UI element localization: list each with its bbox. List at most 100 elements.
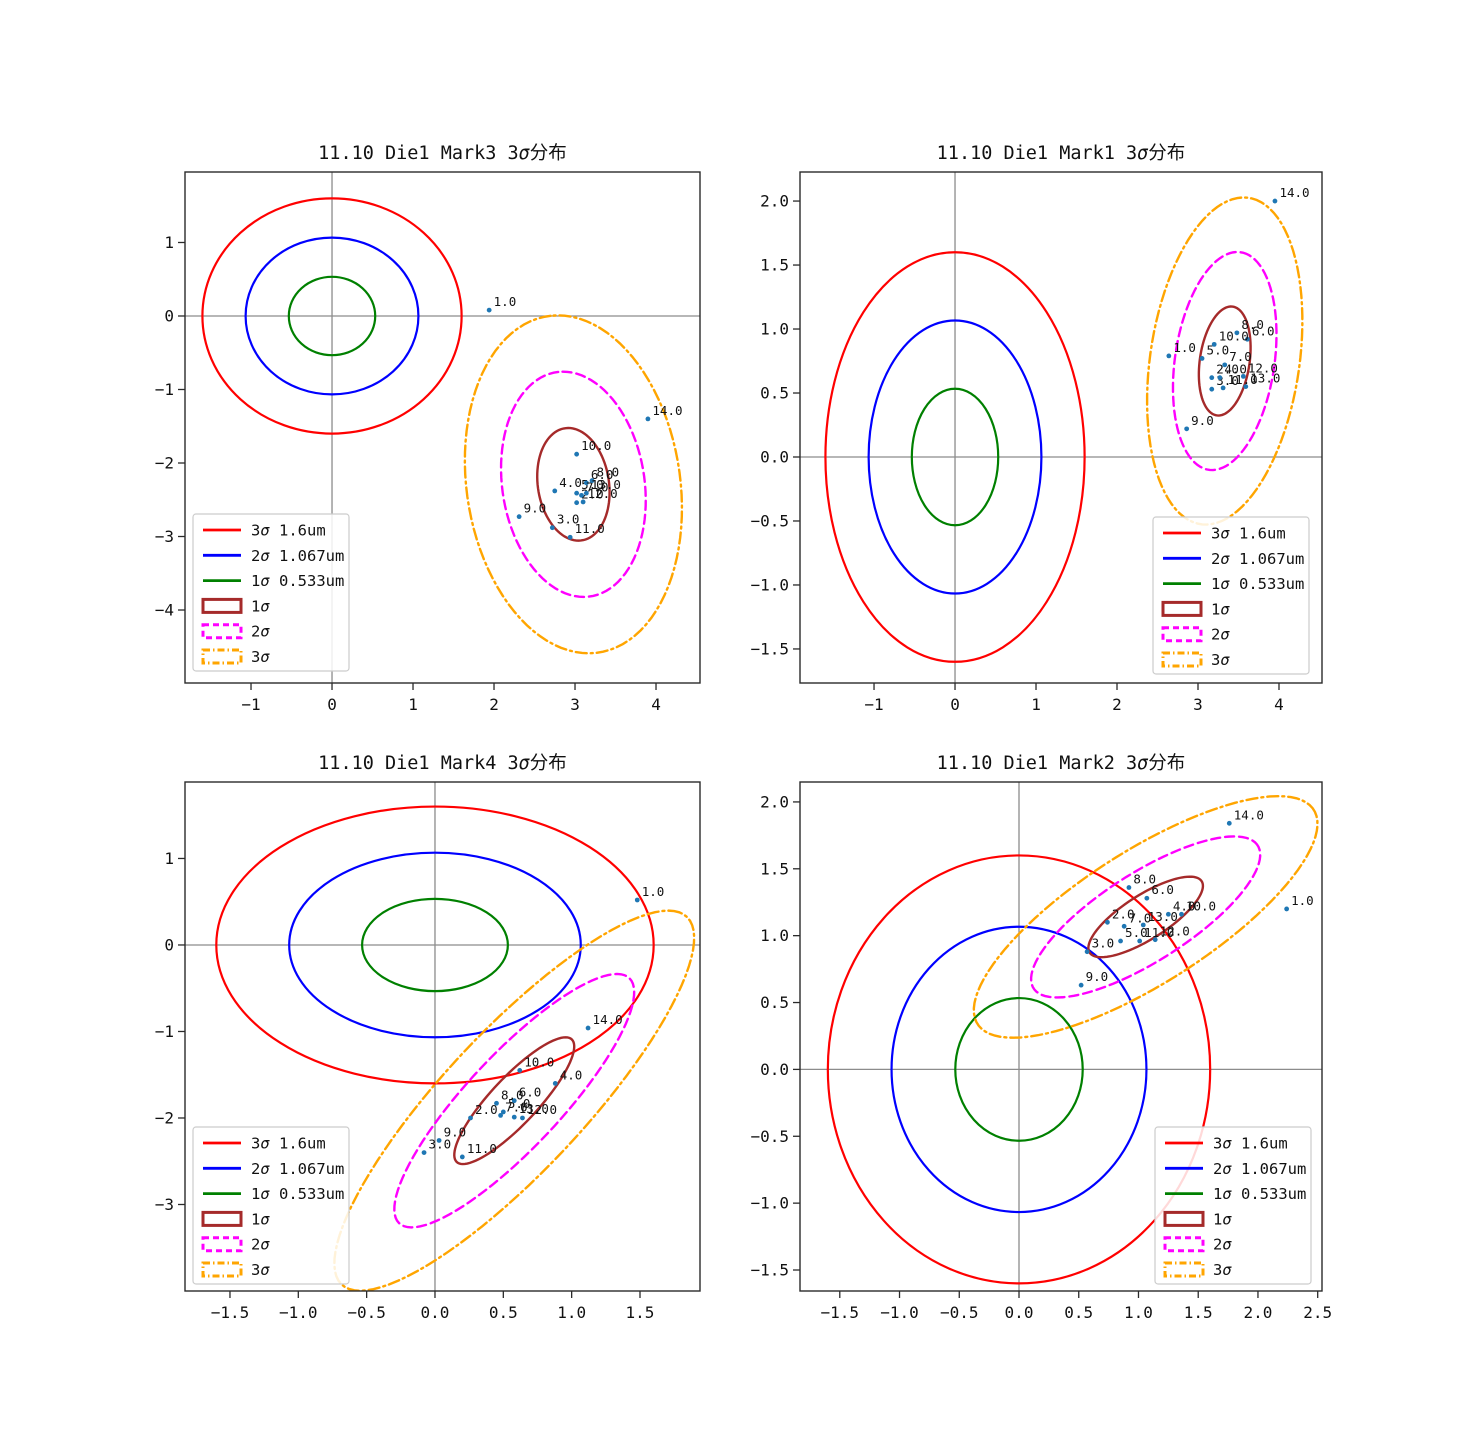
legend-patch-sample (201, 1236, 243, 1253)
legend-entry: 2σ (201, 1236, 270, 1254)
legend: 3σ 1.6um 2σ 1.067um 1σ 0.533um 1σ 2σ 3σ (1152, 516, 1310, 675)
point-label: 7.0 (1129, 910, 1152, 925)
legend-patch-sample (1161, 600, 1203, 617)
legend-entry: 3σ (1163, 1261, 1232, 1279)
axes-frame (799, 781, 1323, 1292)
point-label: 7.0 (505, 1099, 528, 1114)
y-tick-label: −3 (155, 527, 174, 546)
cluster-ellipse-1σ (453, 1036, 576, 1166)
point-label: 9.0 (1086, 969, 1109, 984)
x-tick-label: −0.5 (940, 1303, 979, 1322)
point-label: 6.0 (519, 1085, 542, 1100)
x-tick-label: 2 (1112, 695, 1122, 714)
x-tick-label: 0.0 (421, 1303, 450, 1322)
legend-label: 1σ 0.533um (251, 1185, 344, 1203)
legend-entry: 3σ 1.6um (203, 1135, 326, 1153)
data-point (1217, 375, 1223, 381)
legend-label: 2σ 1.067um (1211, 550, 1304, 568)
point-label: 2.0 (475, 1102, 498, 1117)
x-tick-label: 0.5 (1064, 1303, 1093, 1322)
data-point (1166, 353, 1172, 359)
origin-ellipse-3σ (826, 854, 1212, 1285)
data-point (494, 1100, 499, 1106)
cluster-ellipse-2σ (393, 972, 636, 1229)
plot-content: 1.02.03.04.05.06.07.08.09.010.011.012.01… (800, 782, 1322, 1291)
data-point (1184, 426, 1190, 432)
legend-label: 1σ (251, 1210, 270, 1228)
x-tick-label: −0.5 (347, 1303, 386, 1322)
data-point (459, 1154, 465, 1160)
legend-label: 2σ 1.067um (251, 1160, 344, 1178)
point-label: 10.0 (1186, 898, 1216, 913)
data-point (1105, 919, 1110, 925)
x-tick-label: 1 (408, 695, 418, 714)
data-point (516, 514, 522, 520)
data-point (498, 1112, 503, 1118)
point-label: 14.0 (593, 1012, 623, 1027)
point-label: 12.0 (1248, 360, 1278, 375)
y-tick-label: 0.0 (760, 447, 789, 466)
legend-label: 3σ (1211, 651, 1230, 669)
point-label: 1.0 (1173, 340, 1196, 355)
point-label: 4.0 (1173, 898, 1196, 913)
origin-ellipse-1σ (954, 996, 1084, 1142)
legend-entry: 1σ 0.533um (203, 1185, 344, 1203)
point-label: 1.0 (494, 294, 517, 309)
x-tick-label: 0.5 (489, 1303, 518, 1322)
legend-entry: 2σ 1.067um (203, 547, 344, 565)
legend-label: 3σ (251, 648, 270, 666)
y-tick-label: 2.0 (760, 792, 789, 811)
point-label: 10.0 (1219, 328, 1249, 343)
data-point (574, 500, 580, 506)
point-label: 12.0 (527, 1102, 557, 1117)
point-label: 11.0 (575, 521, 605, 536)
point-label: 2.0 (1112, 906, 1135, 921)
point-label: 12.0 (1160, 924, 1190, 939)
y-tick-label: 0.0 (760, 1060, 789, 1079)
legend-box (192, 1126, 350, 1285)
point-label: 14.0 (1234, 807, 1264, 822)
legend-label: 2σ 1.067um (251, 547, 344, 565)
data-point (1165, 911, 1171, 917)
data-point (589, 478, 595, 484)
plot-content: 1.02.03.04.05.06.07.08.09.010.011.012.01… (800, 172, 1322, 683)
legend-patch-sample (1163, 1210, 1205, 1227)
data-point (486, 307, 492, 313)
data-point (1211, 341, 1217, 347)
point-label: 8.0 (1133, 872, 1156, 887)
x-tick-label: 1.5 (626, 1303, 655, 1322)
legend-entry: 2σ (201, 623, 270, 641)
origin-ellipse-3σ (201, 197, 463, 435)
legend-patch-sample (1163, 1261, 1205, 1278)
data-point (1209, 386, 1215, 392)
x-tick-label: −1.0 (880, 1303, 919, 1322)
y-tick-label: 1.0 (760, 320, 789, 339)
point-label: 8.0 (501, 1087, 524, 1102)
y-tick-label: −3 (155, 1195, 174, 1214)
legend-patch-sample (201, 1210, 243, 1227)
y-tick-label: −2 (155, 1108, 174, 1127)
legend-box (1152, 516, 1310, 675)
x-tick-label: 0 (950, 695, 960, 714)
origin-ellipse-2σ (288, 851, 582, 1039)
legend-patch-sample (201, 623, 243, 640)
x-tick-label: 1.0 (557, 1303, 586, 1322)
legend-entry: 2σ 1.067um (203, 1160, 344, 1178)
origin-ellipse-2σ (890, 925, 1148, 1214)
data-point (552, 1080, 558, 1086)
point-label: 10.0 (524, 1054, 554, 1069)
data-point (511, 1114, 517, 1120)
legend-label: 2σ (1211, 626, 1230, 644)
legend-entry: 1σ (201, 1210, 270, 1228)
legend-patch-sample (1163, 1236, 1205, 1253)
legend-label: 1σ (1213, 1210, 1232, 1228)
y-tick-label: −4 (155, 601, 174, 620)
legend-entry: 2σ 1.067um (1165, 1160, 1306, 1178)
origin-ellipse-2σ (867, 319, 1043, 595)
data-point (574, 490, 580, 496)
point-label: 13.0 (1148, 909, 1178, 924)
point-label: 3.0 (1092, 936, 1115, 951)
point-label: 11.0 (1144, 925, 1174, 940)
y-tick-label: 1 (164, 233, 174, 252)
